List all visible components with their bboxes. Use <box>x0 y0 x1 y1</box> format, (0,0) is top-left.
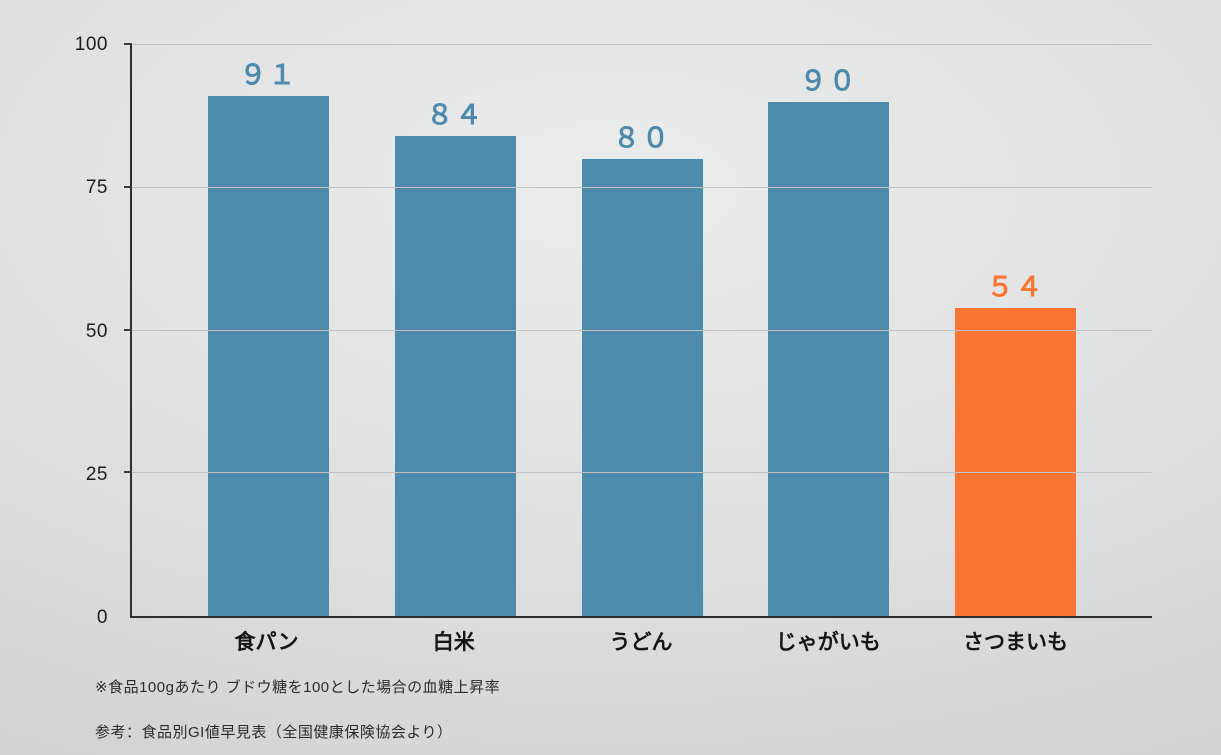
y-tick-label-50: 50 <box>85 320 108 342</box>
bar-1: ９１ <box>208 60 329 616</box>
y-tick-mark-100 <box>124 43 132 45</box>
category-slot: 食パン <box>206 626 327 656</box>
y-tick-mark-50 <box>124 328 132 331</box>
y-tick-label-100: 100 <box>74 34 108 55</box>
category-slot: じゃがいも <box>768 626 889 656</box>
gridline-25 <box>132 472 1152 474</box>
bar-value-label: ９０ <box>799 66 858 97</box>
footnote-source-reference: 参考：食品別GI値早見表（全国健康保険協会より） <box>95 724 453 741</box>
x-axis-category-labels: 食パン 白米 うどん じゃがいも さつまいも <box>130 626 1152 656</box>
gridline-100 <box>132 44 1152 45</box>
bar-value-label: ５４ <box>986 271 1045 302</box>
y-axis-labels: 100 75 50 25 0 <box>0 34 122 628</box>
category-label: さつまいも <box>963 631 1068 654</box>
bar-value-label: ８４ <box>426 100 485 131</box>
bar-4: ９０ <box>768 66 890 616</box>
y-tick-label-0: 0 <box>96 607 108 628</box>
category-slot: さつまいも <box>955 626 1076 656</box>
category-slot: うどん <box>581 626 702 656</box>
bar-value-label: ８０ <box>613 123 671 154</box>
bars-row: ９１ ８４ ８０ ９０ ５４ <box>132 45 1152 616</box>
category-label: うどん <box>609 631 673 654</box>
gridline-75 <box>132 186 1152 188</box>
y-tick-mark-75 <box>124 185 132 188</box>
y-tick-mark-25 <box>124 471 132 474</box>
footnotes: ※食品100gあたり ブドウ糖を100とした場合の血糖上昇率 参考：食品別GI値… <box>95 676 500 755</box>
y-tick-label-75: 75 <box>85 177 108 199</box>
category-label: 白米 <box>432 631 475 654</box>
category-slot: 白米 <box>393 626 514 656</box>
bar-value-label: ９１ <box>239 60 298 91</box>
bar-5: ５４ <box>955 272 1076 616</box>
bar-3: ８０ <box>581 123 703 616</box>
category-label: じゃがいも <box>775 631 881 654</box>
gridline-50 <box>132 329 1152 331</box>
y-tick-label-25: 25 <box>85 463 108 485</box>
bar-2: ８４ <box>394 100 516 616</box>
footnote-measure-definition: ※食品100gあたり ブドウ糖を100とした場合の血糖上昇率 <box>95 679 501 696</box>
category-label: 食パン <box>234 631 299 654</box>
plot-area: ９１ ８４ ８０ ９０ ５４ <box>124 43 1152 618</box>
